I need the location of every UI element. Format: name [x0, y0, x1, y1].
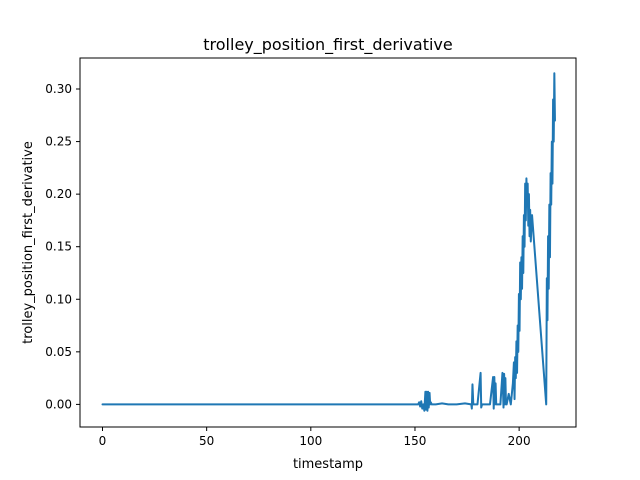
y-tick-label: 0.30 [45, 82, 72, 96]
y-tick-label: 0.05 [45, 345, 72, 359]
x-tick-label: 50 [199, 434, 214, 448]
y-tick-label: 0.10 [45, 292, 72, 306]
y-axis-ticks: 0.00 0.05 0.10 0.15 0.20 0.25 0.30 [45, 82, 80, 411]
series-line [101, 72, 556, 412]
x-axis-label: timestamp [293, 457, 363, 472]
y-tick-label: 0.20 [45, 187, 72, 201]
x-axis-ticks: 0 50 100 150 200 [99, 427, 531, 448]
chart-title: trolley_position_first_derivative [203, 35, 452, 55]
y-tick-label: 0.00 [45, 397, 72, 411]
plot-area [79, 57, 577, 428]
x-tick-label: 150 [404, 434, 427, 448]
series-layer [101, 72, 556, 412]
x-tick-label: 0 [99, 434, 107, 448]
x-tick-label: 100 [299, 434, 322, 448]
x-tick-label: 200 [508, 434, 531, 448]
y-axis-label: trolley_position_first_derivative [21, 141, 36, 344]
y-tick-label: 0.25 [45, 135, 72, 149]
axes-frame [79, 57, 577, 428]
y-tick-label: 0.15 [45, 240, 72, 254]
